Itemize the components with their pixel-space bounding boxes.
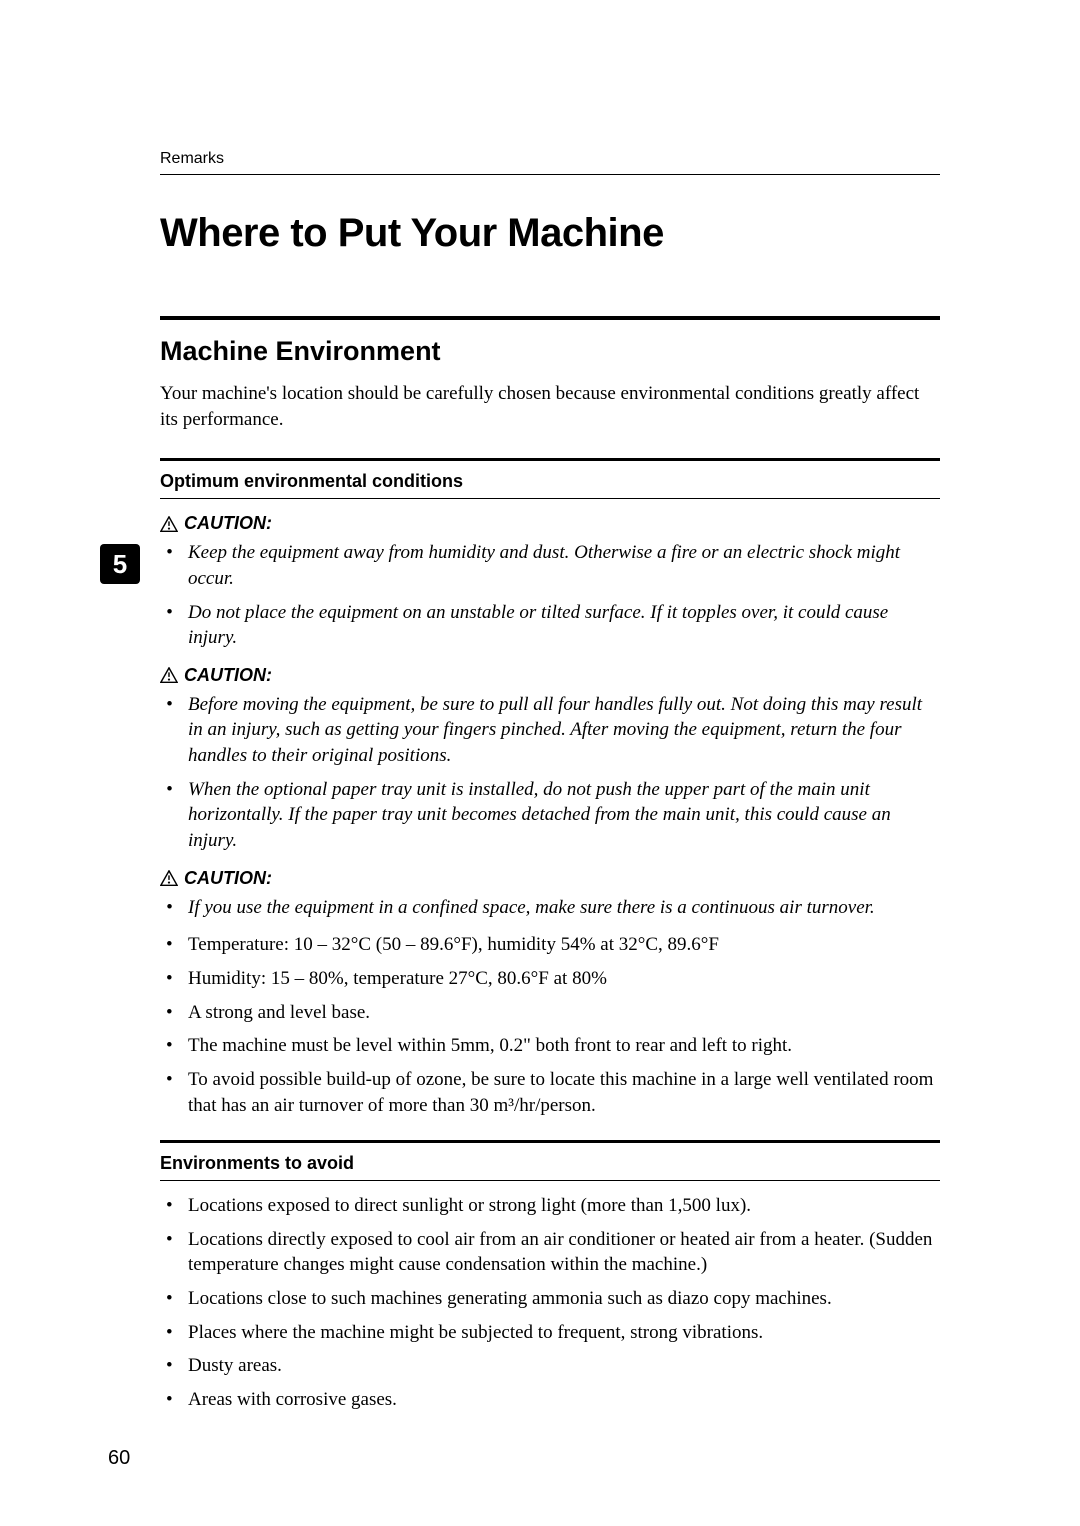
list-item: Dusty areas. <box>184 1353 940 1379</box>
caution-item: When the optional paper tray unit is ins… <box>184 777 940 854</box>
avoid-heading: Environments to avoid <box>160 1153 940 1174</box>
page-number: 60 <box>108 1447 130 1470</box>
list-item: Temperature: 10 – 32°C (50 – 89.6°F), hu… <box>184 932 940 958</box>
subheading-rule-top <box>160 1140 940 1143</box>
list-item: A strong and level base. <box>184 1000 940 1026</box>
caution-item: Do not place the equipment on an unstabl… <box>184 600 940 651</box>
caution-label-1: CAUTION: <box>160 513 940 534</box>
running-header: Remarks <box>160 150 940 168</box>
warning-icon <box>160 667 178 683</box>
caution-text: CAUTION: <box>184 665 272 686</box>
subheading-rule-bot <box>160 1180 940 1181</box>
caution-text: CAUTION: <box>184 513 272 534</box>
list-item: The machine must be level within 5mm, 0.… <box>184 1033 940 1059</box>
list-item: Locations directly exposed to cool air f… <box>184 1227 940 1278</box>
list-item: Places where the machine might be subjec… <box>184 1320 940 1346</box>
header-rule <box>160 174 940 175</box>
avoid-bullets: Locations exposed to direct sunlight or … <box>160 1193 940 1412</box>
avoid-block: Environments to avoid Locations exposed … <box>160 1140 940 1412</box>
list-item: Locations exposed to direct sunlight or … <box>184 1193 940 1219</box>
optimum-bullets: Temperature: 10 – 32°C (50 – 89.6°F), hu… <box>160 932 940 1118</box>
caution-label-3: CAUTION: <box>160 868 940 889</box>
subheading-rule-top <box>160 458 940 461</box>
caution-item: If you use the equipment in a confined s… <box>184 895 940 921</box>
list-item: Areas with corrosive gases. <box>184 1387 940 1413</box>
caution-label-2: CAUTION: <box>160 665 940 686</box>
page-title: Where to Put Your Machine <box>160 211 940 256</box>
warning-icon <box>160 516 178 532</box>
caution-text: CAUTION: <box>184 868 272 889</box>
subheading-rule-bot <box>160 498 940 499</box>
list-item: Locations close to such machines generat… <box>184 1286 940 1312</box>
list-item: To avoid possible build-up of ozone, be … <box>184 1067 940 1118</box>
section-heading: Machine Environment <box>160 336 940 367</box>
caution-item: Before moving the equipment, be sure to … <box>184 692 940 769</box>
optimum-block: Optimum environmental conditions CAUTION… <box>160 458 940 1118</box>
optimum-heading: Optimum environmental conditions <box>160 471 940 492</box>
caution-item: Keep the equipment away from humidity an… <box>184 540 940 591</box>
warning-icon <box>160 870 178 886</box>
caution-list-1: Keep the equipment away from humidity an… <box>160 540 940 651</box>
section-intro: Your machine's location should be carefu… <box>160 381 940 432</box>
caution-list-2: Before moving the equipment, be sure to … <box>160 692 940 854</box>
list-item: Humidity: 15 – 80%, temperature 27°C, 80… <box>184 966 940 992</box>
section-rule <box>160 316 940 320</box>
chapter-tab: 5 <box>100 544 140 584</box>
caution-list-3: If you use the equipment in a confined s… <box>160 895 940 921</box>
